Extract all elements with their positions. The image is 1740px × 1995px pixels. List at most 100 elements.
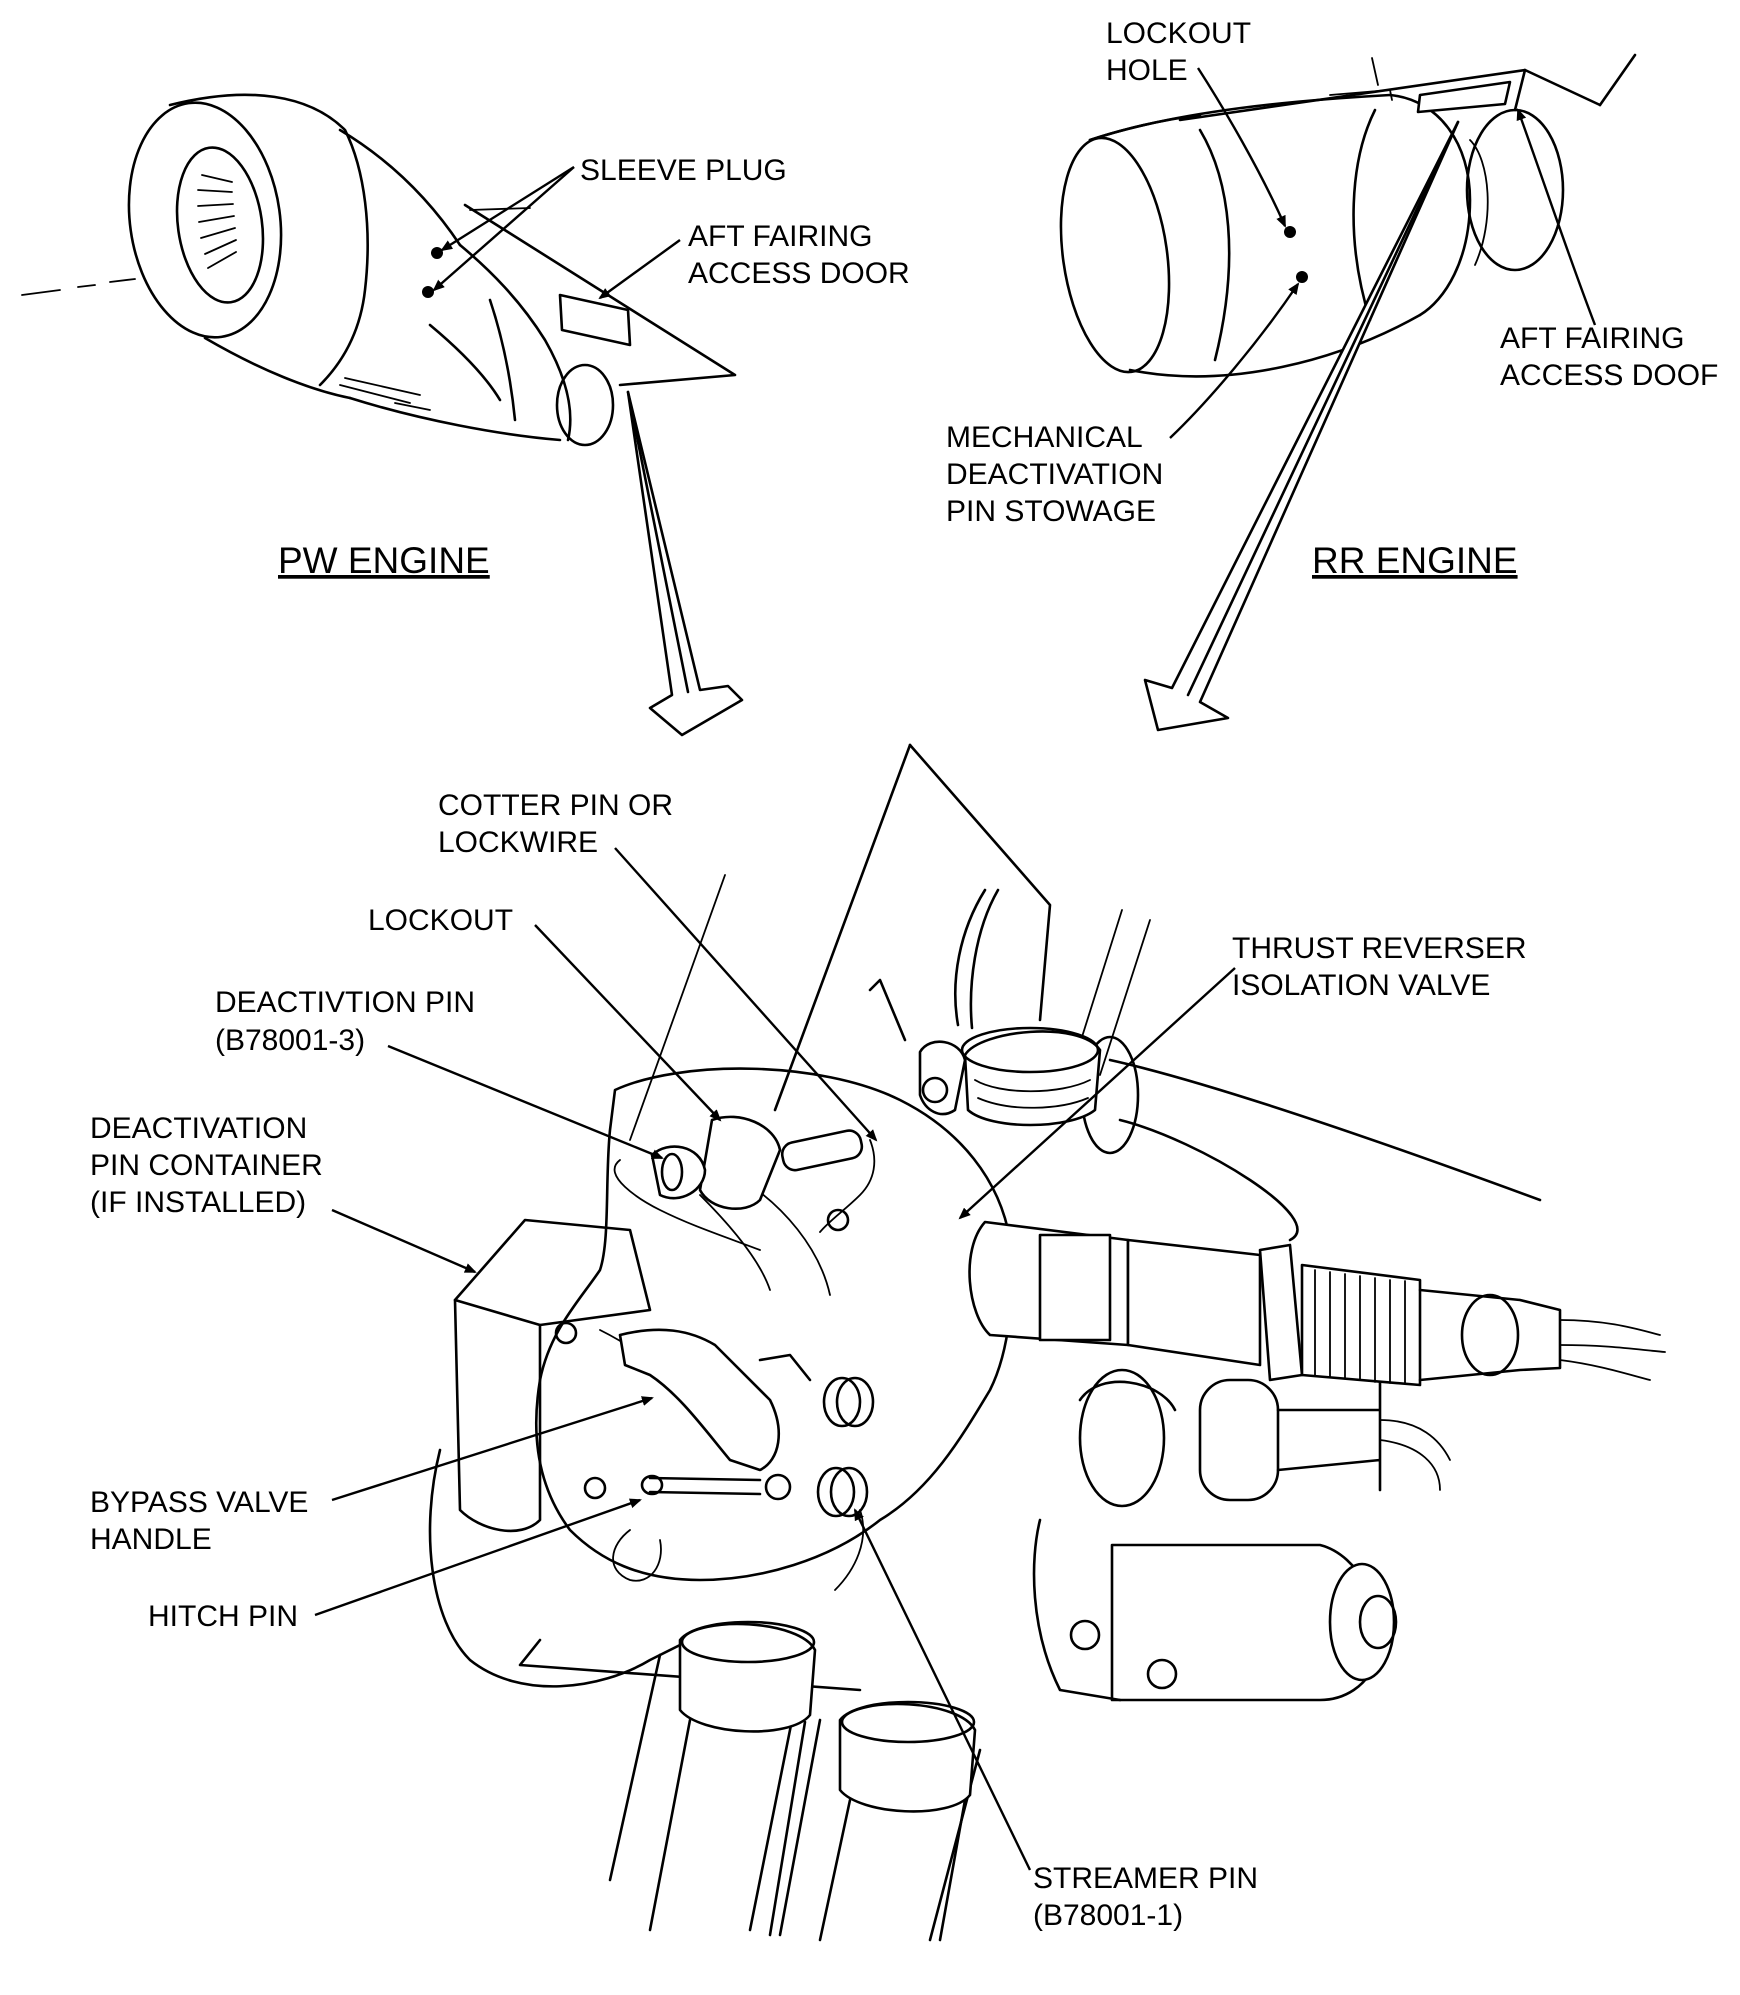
upper-stop-knob: [822, 1376, 862, 1428]
pw-centerline: [21, 278, 136, 296]
pin-container-leader: [331, 1208, 477, 1274]
streamer-pin-label-1: STREAMER PIN: [1033, 1862, 1258, 1895]
connector-mouth: [1460, 1293, 1520, 1377]
lower-pipe-walls: [648, 1718, 967, 1942]
pw-sleeve-plug-dot-2: [422, 286, 434, 298]
top-wire: [954, 888, 1000, 1030]
lockout-pin-shaft: [780, 1129, 864, 1172]
lower-pipes: [608, 1653, 982, 1942]
bracket-plate-edge: [908, 743, 1052, 1022]
deactivation-pin-label-2: (B78001-3): [215, 1024, 365, 1057]
lower-fitting-2-face: [840, 1700, 976, 1744]
connector-tail: [1418, 1288, 1562, 1382]
connector-plug: [1276, 1378, 1382, 1492]
rr-inlet-top: [1088, 113, 1202, 142]
deactivation-pin-head: [650, 1145, 707, 1200]
lockout-label: LOCKOUT: [368, 904, 513, 937]
pin-container-screw: [554, 1321, 578, 1345]
hitch-pin-shaft: [648, 1476, 762, 1496]
rr-nacelle-top: [1088, 93, 1392, 142]
streamer-pin-knob-back: [829, 1466, 869, 1518]
rr-stowage-dot: [1296, 271, 1308, 283]
isolation-valve-detail: [428, 743, 1666, 1942]
top-fitting-nut: [963, 1030, 1102, 1127]
pw-pylon: [463, 203, 737, 387]
pin-container-front: [453, 1298, 542, 1533]
streamer-pin-leader: [853, 1508, 1032, 1871]
pw-cowl-bottom: [203, 336, 352, 400]
pipe-nut: [1038, 1233, 1112, 1342]
cotter-pin-label-2: LOCKWIRE: [438, 826, 598, 859]
rr-thrust-reverser-seam: [1352, 108, 1377, 322]
pw-engine-title: PW ENGINE: [278, 540, 490, 581]
pipe-coupling: [1126, 1238, 1262, 1367]
pw-sleeve-line: [488, 298, 517, 422]
pw-inlet-inner: [175, 146, 265, 304]
rr-pylon-panel: [1329, 89, 1393, 101]
pin-container-top: [453, 1218, 652, 1327]
actuator-bracket: [1032, 1518, 1122, 1702]
lockout-body: [698, 1115, 782, 1210]
pw-pointer-arrow-inner: [626, 390, 690, 694]
upper-wires: [1559, 1319, 1666, 1381]
upper-pipe-bottom: [1118, 1118, 1299, 1242]
rr-aft-fairing-access-door: [1416, 80, 1512, 114]
solenoid-cap: [1078, 1368, 1166, 1508]
coupling-flange: [1258, 1243, 1304, 1382]
pw-aft-fairing-access-door: [558, 293, 632, 347]
cotter-pin-loop: [826, 1208, 850, 1232]
top-clamp-bolt: [921, 1076, 949, 1104]
rr-engine-title: RR ENGINE: [1312, 540, 1518, 581]
rr-pointer-arrow-icon: [1143, 120, 1460, 732]
sleeve-plug-leader-1: [440, 165, 575, 252]
rr-aft-cowl: [1388, 93, 1472, 317]
pw-pointer-arrow-icon: [626, 390, 744, 737]
rr-nacelle-bottom: [1128, 313, 1422, 378]
pw-lower-strakes: [339, 377, 431, 411]
connector-body: [1198, 1378, 1280, 1502]
sleeve-plug-label: SLEEVE PLUG: [580, 154, 787, 187]
top-fitting-threads: [974, 1079, 1091, 1109]
pw-exhaust: [555, 363, 615, 447]
pw-fan-cowl: [168, 93, 369, 387]
bypass-valve-label-1: BYPASS VALVE: [90, 1486, 308, 1519]
lockout-hole-label-2: HOLE: [1106, 54, 1188, 87]
lockwire-strand: [613, 1159, 761, 1251]
upper-stop-knob-back: [835, 1376, 875, 1428]
bracket-plate-left: [773, 743, 912, 1112]
hitch-pin-label: HITCH PIN: [148, 1600, 298, 1633]
rr-fan-cowl-seam: [1198, 128, 1231, 362]
streamer-wire: [834, 1509, 865, 1591]
handle-pivot: [764, 1473, 792, 1501]
streamer-pin-knob: [816, 1466, 856, 1518]
rr-aft-fairing-label-1: AFT FAIRING: [1500, 322, 1684, 355]
lockout-leader: [534, 924, 722, 1122]
mech-deact-label-1: MECHANICAL: [946, 421, 1143, 454]
lower-wires: [1379, 1419, 1451, 1491]
lower-fitting-1-face: [680, 1620, 816, 1664]
handle-stop: [758, 1353, 812, 1382]
cotter-pin-wire: [819, 1139, 876, 1233]
solenoid-rim: [1078, 1380, 1177, 1412]
pin-container-label-1: DEACTIVATION: [90, 1112, 307, 1145]
pw-reverser-line: [428, 323, 502, 402]
knurled-coupling: [1300, 1263, 1422, 1387]
hitch-pin-end: [640, 1474, 664, 1496]
pw-aft-fairing-label-1: AFT FAIRING: [688, 220, 872, 253]
pw-inlet-lip: [127, 101, 283, 339]
lockout-hole-leader: [1196, 67, 1287, 228]
pw-sleeve-plug-dot-1: [431, 247, 443, 259]
pw-cowl-top: [338, 128, 462, 247]
lower-fitting-2: [838, 1702, 977, 1813]
rr-engine-drawing: [1059, 53, 1637, 378]
lockout-hole-label-1: LOCKOUT: [1106, 17, 1251, 50]
pw-pylon-top: [469, 207, 531, 211]
knurl-lines: [1314, 1269, 1406, 1385]
mech-deact-leader: [1169, 282, 1300, 439]
thrust-reverser-leader: [958, 967, 1236, 1220]
deactivation-pin-label-1: DEACTIVTION PIN: [215, 986, 475, 1019]
left-mounting-flange: [428, 1448, 692, 1688]
rr-pointer-arrow-inner: [1186, 120, 1460, 697]
rr-exhaust-inner: [1469, 139, 1489, 266]
cotter-pin-leader: [614, 847, 878, 1142]
